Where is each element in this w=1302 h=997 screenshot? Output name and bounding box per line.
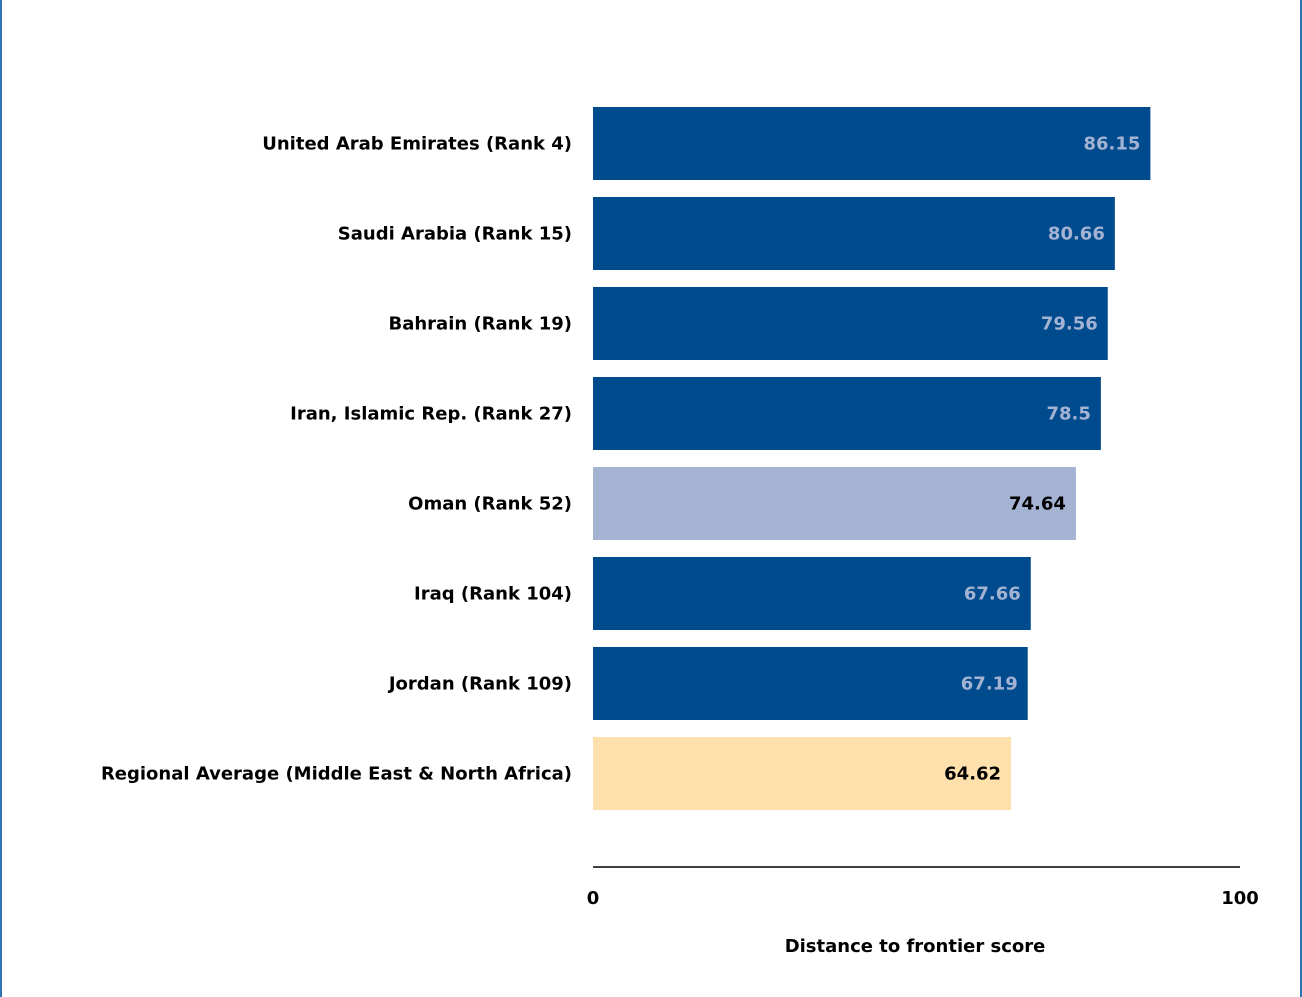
category-label-0: United Arab Emirates (Rank 4) [262, 134, 572, 155]
value-label-5: 67.66 [964, 584, 1021, 605]
value-label-4: 74.64 [1009, 494, 1066, 515]
bar-0 [593, 107, 1151, 180]
bar-7 [593, 737, 1012, 810]
value-label-6: 67.19 [961, 674, 1018, 695]
category-label-3: Iran, Islamic Rep. (Rank 27) [290, 404, 572, 425]
bar-4 [593, 467, 1076, 540]
category-label-1: Saudi Arabia (Rank 15) [338, 224, 572, 245]
category-label-7: Regional Average (Middle East & North Af… [101, 764, 572, 785]
category-label-2: Bahrain (Rank 19) [388, 314, 572, 335]
bar-6 [593, 647, 1028, 720]
bar-1 [593, 197, 1115, 270]
bar-2 [593, 287, 1108, 360]
value-label-7: 64.62 [944, 764, 1001, 785]
category-label-6: Jordan (Rank 109) [387, 674, 572, 695]
bar-5 [593, 557, 1031, 630]
x-axis-title: Distance to frontier score [785, 936, 1046, 957]
value-labels-group: 86.15 80.66 79.56 78.5 74.64 67.66 67.19 64.62 [944, 134, 1140, 785]
category-label-5: Iraq (Rank 104) [414, 584, 572, 605]
x-tick-label-100: 100 [1221, 888, 1259, 909]
value-label-1: 80.66 [1048, 224, 1105, 245]
value-label-2: 79.56 [1041, 314, 1098, 335]
value-label-3: 78.5 [1046, 404, 1090, 425]
category-labels-group: United Arab Emirates (Rank 4) Saudi Arabi… [101, 134, 572, 785]
value-label-0: 86.15 [1083, 134, 1140, 155]
x-tick-label-0: 0 [587, 888, 600, 909]
bars-group [593, 107, 1151, 810]
bar-3 [593, 377, 1101, 450]
category-label-4: Oman (Rank 52) [408, 494, 572, 515]
